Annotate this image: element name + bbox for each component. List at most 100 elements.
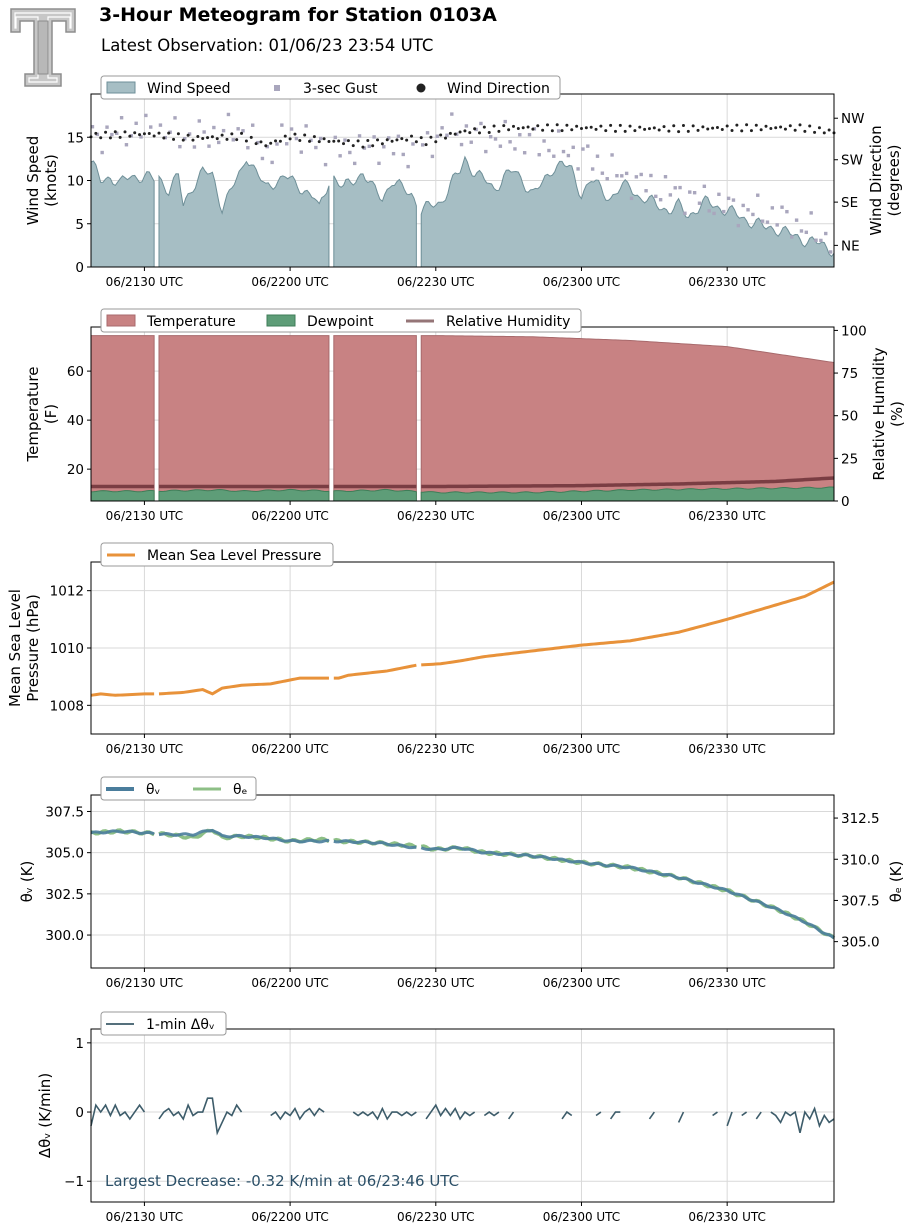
- direction-marker: [813, 130, 817, 134]
- gust-marker: [799, 229, 804, 233]
- direction-marker: [531, 127, 535, 131]
- direction-marker: [458, 130, 462, 134]
- gust-marker: [688, 190, 692, 194]
- gust-marker: [484, 149, 488, 154]
- gust-marker: [493, 137, 498, 141]
- gust-marker: [547, 148, 551, 153]
- direction-marker: [536, 124, 540, 128]
- gust-marker: [183, 136, 187, 141]
- direction-marker: [162, 136, 166, 140]
- direction-marker: [244, 139, 248, 143]
- direction-marker: [196, 135, 200, 139]
- wind-speed-segment: [333, 173, 417, 268]
- direction-marker: [235, 138, 239, 142]
- x-tick-label: 06/2130 UTC: [106, 1210, 183, 1224]
- pressure-segment: [90, 692, 155, 697]
- legend-box: [100, 542, 334, 567]
- direction-marker: [390, 139, 394, 143]
- direction-marker: [779, 125, 783, 129]
- y2-tick-label: 50: [841, 409, 858, 425]
- direction-marker: [652, 126, 656, 130]
- gust-marker: [304, 124, 308, 128]
- direction-marker: [555, 123, 559, 127]
- y-tick-label: 5: [75, 217, 84, 233]
- chart-legend: θᵥ θₑ: [100, 776, 257, 801]
- direction-marker: [308, 139, 312, 143]
- legend-label: θₑ: [233, 782, 247, 798]
- direction-marker: [769, 126, 773, 130]
- gust-marker: [804, 230, 809, 235]
- legend-label: Mean Sea Level Pressure: [147, 548, 321, 564]
- gust-marker: [445, 133, 449, 137]
- direction-marker: [429, 135, 433, 139]
- direction-marker: [633, 129, 637, 133]
- largest-decrease-annotation: Largest Decrease: -0.32 K/min at 06/23:4…: [105, 1172, 459, 1190]
- gust-marker: [731, 198, 736, 202]
- direction-marker: [715, 125, 719, 129]
- gust-marker: [158, 123, 163, 127]
- gust-marker: [746, 208, 750, 212]
- gust-marker: [702, 184, 707, 189]
- direction-marker: [361, 145, 365, 149]
- gust-marker: [624, 171, 629, 176]
- gust-marker: [401, 152, 405, 157]
- direction-marker: [701, 125, 705, 129]
- x-tick-label: 06/2230 UTC: [397, 742, 474, 756]
- gust-marker: [780, 205, 784, 209]
- gust-marker: [527, 132, 532, 137]
- pressure-segment: [333, 663, 417, 680]
- direction-marker: [424, 143, 428, 147]
- delta-theta-segment: [770, 1106, 835, 1133]
- y-axis-label-line: Mean Sea Level: [6, 589, 24, 707]
- direction-marker: [210, 135, 214, 139]
- direction-marker: [827, 128, 831, 132]
- gust-marker: [192, 145, 197, 149]
- y2-axis-label-line: Relative Humidity: [870, 347, 888, 480]
- y-tick-label: 300.0: [45, 928, 84, 944]
- x-tick-label: 06/2300 UTC: [543, 976, 620, 990]
- gust-marker: [197, 119, 201, 123]
- gust-marker: [697, 201, 702, 205]
- delta-theta-segment: [726, 1111, 733, 1127]
- gust-marker: [255, 140, 260, 145]
- gust-marker: [615, 174, 619, 178]
- gust-marker: [372, 135, 376, 139]
- panel-pressure-frame: 1008 1010 1012 06/2130 UTC 06/2200 UTC 06/223…: [50, 561, 835, 756]
- direction-marker: [604, 129, 608, 133]
- direction-marker: [405, 138, 409, 142]
- legend-swatch: [416, 83, 426, 93]
- direction-marker: [788, 124, 792, 128]
- gust-marker: [663, 175, 668, 179]
- legend-label: Relative Humidity: [446, 314, 570, 330]
- gust-marker: [508, 140, 512, 144]
- gust-marker: [450, 112, 454, 116]
- direction-marker: [225, 137, 229, 141]
- x-tick-label: 06/2330 UTC: [688, 509, 765, 523]
- direction-marker: [283, 134, 287, 138]
- direction-marker: [594, 127, 598, 131]
- theta-v-segment: [333, 839, 417, 850]
- direction-marker: [730, 128, 734, 132]
- chart-legend: Wind Speed 3-sec Gust Wind Direction: [100, 75, 561, 100]
- gust-marker: [144, 113, 148, 118]
- gust-marker: [352, 161, 357, 166]
- direction-marker: [507, 128, 511, 132]
- gust-marker: [391, 151, 396, 156]
- dewpoint-segment: [158, 488, 330, 502]
- gust-marker: [571, 145, 575, 150]
- x-tick-label: 06/2230 UTC: [397, 1210, 474, 1224]
- y-axis-label: Mean Sea Level Pressure (hPa): [6, 589, 42, 707]
- gust-marker: [367, 144, 371, 149]
- y2-tick-label: 100: [841, 323, 867, 339]
- direction-marker: [521, 126, 525, 130]
- direction-marker: [511, 124, 515, 128]
- gust-marker: [318, 136, 323, 141]
- legend-box: [100, 776, 257, 801]
- direction-marker: [356, 139, 360, 143]
- direction-marker: [303, 133, 307, 137]
- direction-marker: [113, 130, 117, 134]
- direction-marker: [817, 126, 821, 130]
- direction-marker: [774, 126, 778, 130]
- gust-marker: [741, 203, 745, 208]
- direction-marker: [337, 139, 341, 143]
